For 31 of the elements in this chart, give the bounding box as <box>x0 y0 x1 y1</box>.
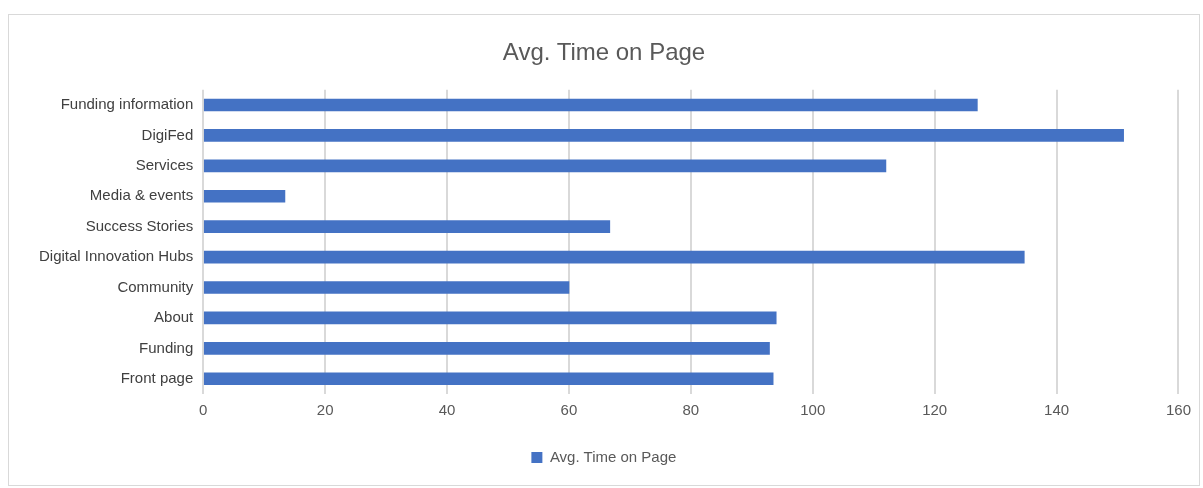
y-tick-label: Digital Innovation Hubs <box>38 247 194 265</box>
y-tick-label: About <box>154 308 195 326</box>
x-tick-label: 120 <box>922 401 948 419</box>
bar <box>203 281 570 294</box>
y-tick-label: Community <box>117 277 194 295</box>
x-tick-label: 160 <box>1165 401 1191 419</box>
bar <box>203 342 770 355</box>
x-tick-label: 0 <box>199 401 208 419</box>
bar <box>203 159 887 173</box>
x-tick-label: 140 <box>1044 401 1070 419</box>
y-tick-label: Media & events <box>89 186 194 204</box>
y-tick-label: Front page <box>120 368 194 386</box>
bar <box>203 250 1025 264</box>
x-tick-label: 100 <box>800 401 826 419</box>
x-tick-label: 40 <box>438 401 456 419</box>
y-tick-label: Services <box>135 155 194 173</box>
y-tick-label: Funding information <box>60 95 194 113</box>
bar <box>203 220 611 234</box>
x-tick-label: 60 <box>560 401 578 419</box>
y-tick-label: DigiFed <box>141 125 194 143</box>
bar <box>203 311 777 325</box>
y-tick-label: Funding <box>139 338 194 356</box>
x-tick-label: 20 <box>316 401 334 419</box>
chart-title: Avg. Time on Page <box>502 38 706 66</box>
legend-label: Avg. Time on Page <box>549 447 677 465</box>
bar <box>203 189 286 203</box>
x-tick-label: 80 <box>682 401 700 419</box>
bar <box>203 98 978 112</box>
bar <box>203 129 1124 142</box>
bar <box>203 372 774 386</box>
y-tick-label: Success Stories <box>85 216 194 234</box>
